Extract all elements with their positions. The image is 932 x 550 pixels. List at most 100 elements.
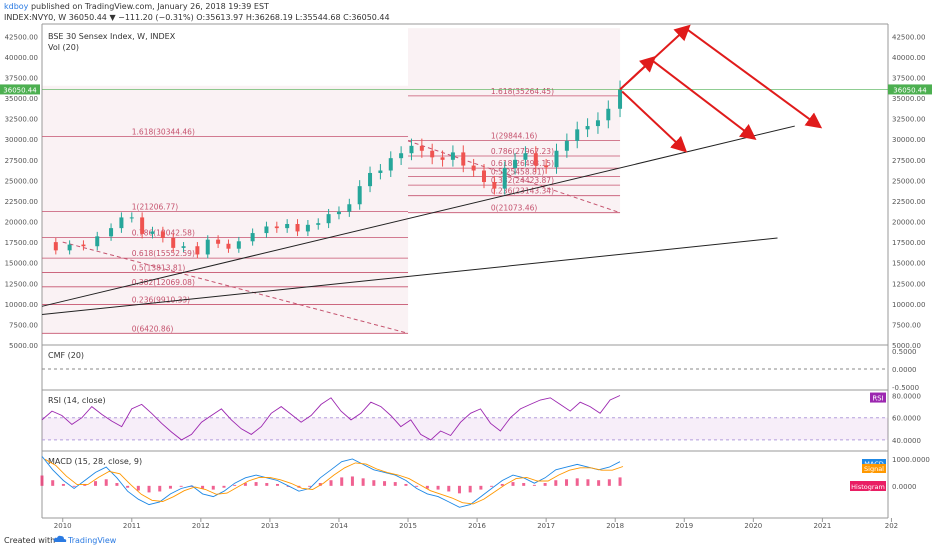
macd-histogram-bar — [415, 485, 419, 487]
candle-body — [250, 233, 255, 242]
macd-histogram-bar — [190, 485, 194, 487]
macd-histogram-bar — [350, 476, 354, 486]
macd-histogram-bar — [500, 483, 504, 486]
candle-body — [575, 129, 580, 141]
projection-arrow — [683, 26, 823, 129]
candle-body — [471, 165, 476, 171]
x-tick-label: 2020 — [744, 522, 762, 530]
rsi-tick: 40.0000 — [892, 437, 921, 445]
rsi-badge-text: RSI — [872, 395, 883, 403]
candle-body — [544, 165, 549, 168]
macd-histogram-bar — [447, 485, 451, 492]
macd-histogram-bar — [104, 479, 108, 486]
macd-title: MACD (15, 28, close, 9) — [48, 457, 142, 466]
x-tick-label: 2016 — [468, 522, 486, 530]
macd-legend-badge — [862, 459, 886, 468]
candle-body — [419, 145, 424, 151]
y-tick-right: 32500.00 — [892, 116, 925, 124]
y-tick-left: 42500.00 — [5, 33, 38, 41]
fib-zone-right — [408, 28, 621, 213]
y-tick-right: 42500.00 — [892, 33, 925, 41]
candle-body — [492, 182, 497, 189]
fib-left-label: 1.618(30344.46) — [132, 127, 195, 136]
y-tick-left: 7500.00 — [9, 321, 38, 329]
candle-body — [216, 239, 221, 244]
candle-body — [326, 214, 331, 224]
macd-histogram-bar — [597, 480, 601, 486]
candle-body — [150, 231, 155, 234]
rsi-tick: 60.0000 — [892, 415, 921, 423]
candle-body — [564, 140, 569, 151]
macd-histogram-bar — [329, 480, 333, 486]
author-link[interactable]: kdboy — [4, 2, 29, 11]
candle-body — [502, 168, 507, 189]
macd-histogram-bar — [425, 485, 429, 489]
macd-histogram-bar — [586, 479, 590, 486]
fib-trend-left — [62, 241, 409, 334]
x-tick-label: 2012 — [192, 522, 210, 530]
tradingview-cloud-icon — [53, 535, 67, 542]
fib-right-label: 0.786(27967.23) — [491, 147, 554, 156]
tradingview-brand-link[interactable]: TradingView — [68, 536, 117, 545]
candle-body — [81, 244, 86, 247]
price-badge-left — [0, 84, 40, 95]
macd-histogram-bar — [393, 482, 397, 486]
candle-body — [357, 186, 362, 205]
macd-histogram-bar — [222, 485, 226, 488]
macd-histogram-bar — [233, 484, 237, 486]
fib-right-label: 0.618(26493.15) — [491, 159, 554, 168]
candle-body — [316, 223, 321, 225]
y-tick-right: 27500.00 — [892, 157, 925, 165]
macd-histogram-bar — [618, 477, 622, 486]
candle-body — [388, 158, 393, 171]
y-tick-left: 27500.00 — [5, 157, 38, 165]
cmf-tick: 0.5000 — [892, 348, 917, 356]
x-tick-label: 2018 — [606, 522, 624, 530]
signal-line — [44, 458, 624, 505]
rsi-title: RSI (14, close) — [48, 396, 106, 405]
x-tick-label: 2017 — [537, 522, 555, 530]
macd-histogram-bar — [51, 480, 55, 486]
fib-left-label: 0(6420.86) — [132, 324, 174, 333]
macd-histogram-bar — [126, 485, 130, 488]
candle-body — [274, 226, 279, 229]
x-tick-label: 2019 — [675, 522, 693, 530]
macd-histogram-bar — [457, 485, 461, 494]
candle-body — [67, 244, 72, 251]
signal-legend-badge — [862, 464, 886, 473]
header-line-2: INDEX:NVY0, W 36050.44 ▼ −111.20 (−0.31%… — [4, 12, 390, 23]
macd-histogram-bar — [490, 485, 494, 487]
y-tick-left: 15000.00 — [5, 260, 38, 268]
candle-body — [450, 152, 455, 160]
candle-body — [430, 150, 435, 158]
candle-body — [595, 120, 600, 127]
trendline-upper — [41, 125, 795, 307]
macd-histogram-bar — [361, 478, 365, 486]
fib-zone-left — [42, 85, 409, 334]
candle-body — [523, 153, 528, 160]
cmf-tick: -0.5000 — [892, 384, 919, 392]
last-price: 36050.44 — [68, 13, 107, 22]
rsi-badge — [870, 392, 886, 403]
chart-subtitle: Vol (20) — [48, 43, 79, 52]
rsi-band — [42, 417, 888, 440]
rsi-tick: 80.0000 — [892, 393, 921, 401]
macd-tick: 0.0000 — [892, 483, 917, 491]
macd-histogram-bar — [372, 480, 376, 486]
macd-histogram-bar — [543, 483, 547, 486]
cmf-tick: 0.0000 — [892, 366, 917, 374]
y-tick-left: 32500.00 — [5, 116, 38, 124]
y-tick-left: 25000.00 — [5, 177, 38, 185]
macd-histogram-bar — [147, 485, 151, 493]
macd-histogram-bar — [40, 475, 44, 486]
trendline-lower — [41, 237, 778, 316]
macd-histogram-bar — [308, 485, 312, 487]
macd-histogram-bar — [436, 485, 440, 490]
y-tick-right: 22500.00 — [892, 198, 925, 206]
x-tick-label: 2021 — [813, 522, 831, 530]
macd-histogram-bar — [383, 481, 387, 486]
candle-body — [336, 211, 341, 215]
y-tick-right: 30000.00 — [892, 136, 925, 144]
candle-body — [554, 150, 559, 168]
